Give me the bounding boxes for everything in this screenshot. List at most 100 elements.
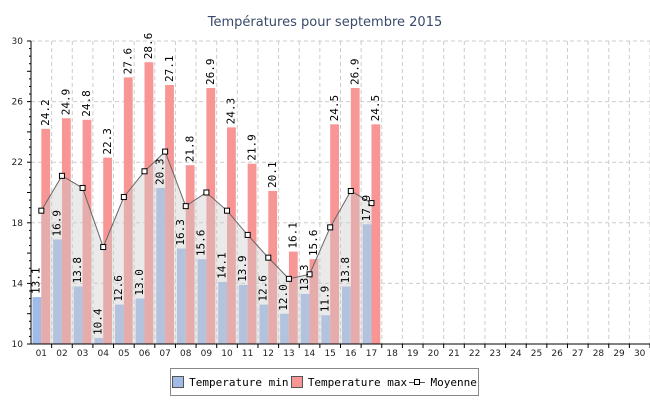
bar-min: [238, 284, 248, 344]
bar-min: [280, 313, 289, 344]
x-tick-label: 15: [324, 349, 335, 359]
legend-label-max: Temperature max: [307, 375, 408, 389]
data-label-max: 24.9: [60, 89, 73, 116]
bar-max: [41, 128, 51, 344]
bar-min: [73, 286, 83, 344]
bar-min: [176, 248, 186, 344]
data-label-max: 24.2: [39, 99, 52, 126]
data-label-max: 15.6: [307, 230, 320, 257]
x-tick-label: 27: [572, 349, 583, 359]
bar-min: [135, 298, 145, 344]
bar-max: [82, 119, 92, 344]
bar-max: [309, 259, 319, 344]
bar-max: [371, 124, 381, 344]
legend-line-icon: [409, 377, 426, 387]
bar-max: [330, 124, 339, 344]
x-tick-label: 14: [304, 349, 316, 359]
moyenne-point: [203, 189, 210, 196]
moyenne-point: [162, 148, 169, 155]
data-label-min: 12.6: [112, 275, 125, 302]
bar-max: [61, 118, 71, 344]
moyenne-point: [58, 172, 65, 179]
data-label-min: 13.1: [30, 268, 43, 295]
bar-max: [185, 165, 195, 344]
bar-min: [362, 224, 372, 344]
x-tick-label: 17: [366, 349, 377, 359]
data-label-min: 14.1: [215, 252, 228, 279]
bar-min: [300, 294, 310, 344]
bar-min: [94, 337, 104, 344]
moyenne-point: [265, 254, 272, 261]
x-tick-label: 11: [242, 349, 253, 359]
data-label-max: 26.9: [348, 58, 361, 85]
bar-min: [342, 286, 351, 344]
data-label-max: 21.9: [245, 134, 258, 161]
data-label-max: 27.1: [163, 55, 176, 82]
data-label-min: 20.3: [153, 158, 166, 185]
bar-max: [227, 127, 236, 344]
bar-max: [247, 163, 257, 344]
data-label-max: 24.5: [369, 95, 382, 122]
moyenne-point: [79, 184, 86, 191]
bar-min: [321, 315, 331, 344]
legend-item-moyenne: Moyenne: [409, 376, 477, 389]
bar-max: [103, 157, 113, 344]
moyenne-point: [100, 244, 107, 251]
data-label-max: 26.9: [204, 58, 217, 85]
bar-min: [53, 239, 62, 344]
data-label-min: 13.3: [298, 265, 311, 292]
data-label-min: 11.9: [319, 286, 332, 313]
bar-min: [115, 304, 124, 344]
moyenne-point: [368, 200, 375, 207]
data-label-min: 16.9: [50, 210, 63, 237]
x-tick-label: 29: [613, 349, 625, 359]
moyenne-point: [244, 231, 251, 238]
moyenne-point: [120, 194, 127, 201]
x-tick-label: 26: [551, 349, 563, 359]
bar-max: [206, 87, 216, 344]
data-label-min: 12.0: [277, 284, 290, 311]
moyenne-point: [38, 207, 45, 214]
data-label-min: 13.8: [339, 257, 352, 284]
data-label-max: 24.3: [225, 98, 238, 124]
legend-swatch-max: [290, 376, 303, 388]
x-tick-label: 21: [448, 349, 459, 359]
data-label-max: 28.6: [142, 33, 155, 60]
x-tick-label: 10: [221, 349, 233, 359]
x-tick-label: 13: [283, 349, 294, 359]
x-tick-label: 05: [118, 349, 129, 359]
moyenne-point: [347, 187, 354, 194]
x-tick-label: 08: [180, 349, 192, 359]
y-tick-label: 14: [12, 279, 24, 289]
data-label-min: 13.0: [133, 269, 146, 296]
x-tick-label: 23: [490, 349, 501, 359]
data-label-min: 15.6: [195, 230, 208, 257]
bar-max: [288, 251, 298, 344]
data-label-max: 20.1: [266, 161, 279, 188]
x-tick-label: 06: [139, 349, 151, 359]
data-label-max: 21.8: [183, 136, 196, 163]
x-tick-label: 16: [345, 349, 357, 359]
x-tick-label: 24: [510, 349, 522, 359]
x-tick-label: 07: [159, 349, 170, 359]
data-label-min: 16.3: [174, 219, 187, 246]
bar-min: [32, 297, 42, 344]
x-tick-label: 12: [263, 349, 274, 359]
y-tick-label: 22: [12, 158, 23, 168]
bar-min: [259, 304, 269, 344]
x-tick-label: 04: [97, 349, 109, 359]
moyenne-point: [141, 168, 148, 175]
bar-min: [197, 259, 207, 344]
bar-max: [123, 77, 133, 345]
data-label-max: 22.3: [101, 128, 114, 155]
y-tick-label: 26: [12, 98, 24, 108]
moyenne-point: [182, 203, 189, 210]
legend-label-min: Temperature min: [189, 375, 289, 389]
moyenne-point: [327, 224, 334, 231]
data-label-max: 24.5: [328, 95, 341, 122]
data-label-min: 13.9: [236, 255, 249, 282]
moyenne-point: [285, 275, 292, 282]
bar-min: [218, 281, 228, 344]
x-tick-label: 01: [36, 349, 47, 359]
legend-item-min: Temperature min: [172, 375, 289, 389]
